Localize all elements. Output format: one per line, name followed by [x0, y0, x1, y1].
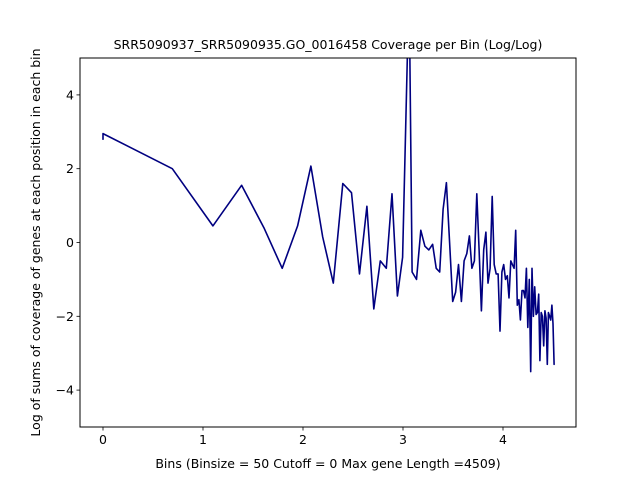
y-tick-label: −2 [56, 309, 74, 324]
y-axis-ticks: −4 −2 0 2 4 [56, 87, 80, 398]
y-tick-label: 4 [66, 87, 74, 102]
x-tick-label: 3 [399, 432, 407, 447]
x-tick-label: 0 [99, 432, 107, 447]
y-axis-label: Log of sums of coverage of genes at each… [28, 48, 43, 436]
coverage-series-line [102, 58, 555, 373]
chart-title: SRR5090937_SRR5090935.GO_0016458 Coverag… [114, 37, 543, 52]
plot-frame [79, 57, 577, 428]
y-tick-label: 2 [66, 161, 74, 176]
x-tick-label: 4 [499, 432, 507, 447]
x-tick-label: 1 [199, 432, 207, 447]
y-tick-label: 0 [66, 235, 74, 250]
x-axis-ticks: 0 1 2 3 4 [99, 427, 507, 447]
y-tick-label: −4 [56, 383, 74, 398]
x-axis-label: Bins (Binsize = 50 Cutoff = 0 Max gene L… [155, 456, 500, 471]
x-tick-label: 2 [299, 432, 307, 447]
